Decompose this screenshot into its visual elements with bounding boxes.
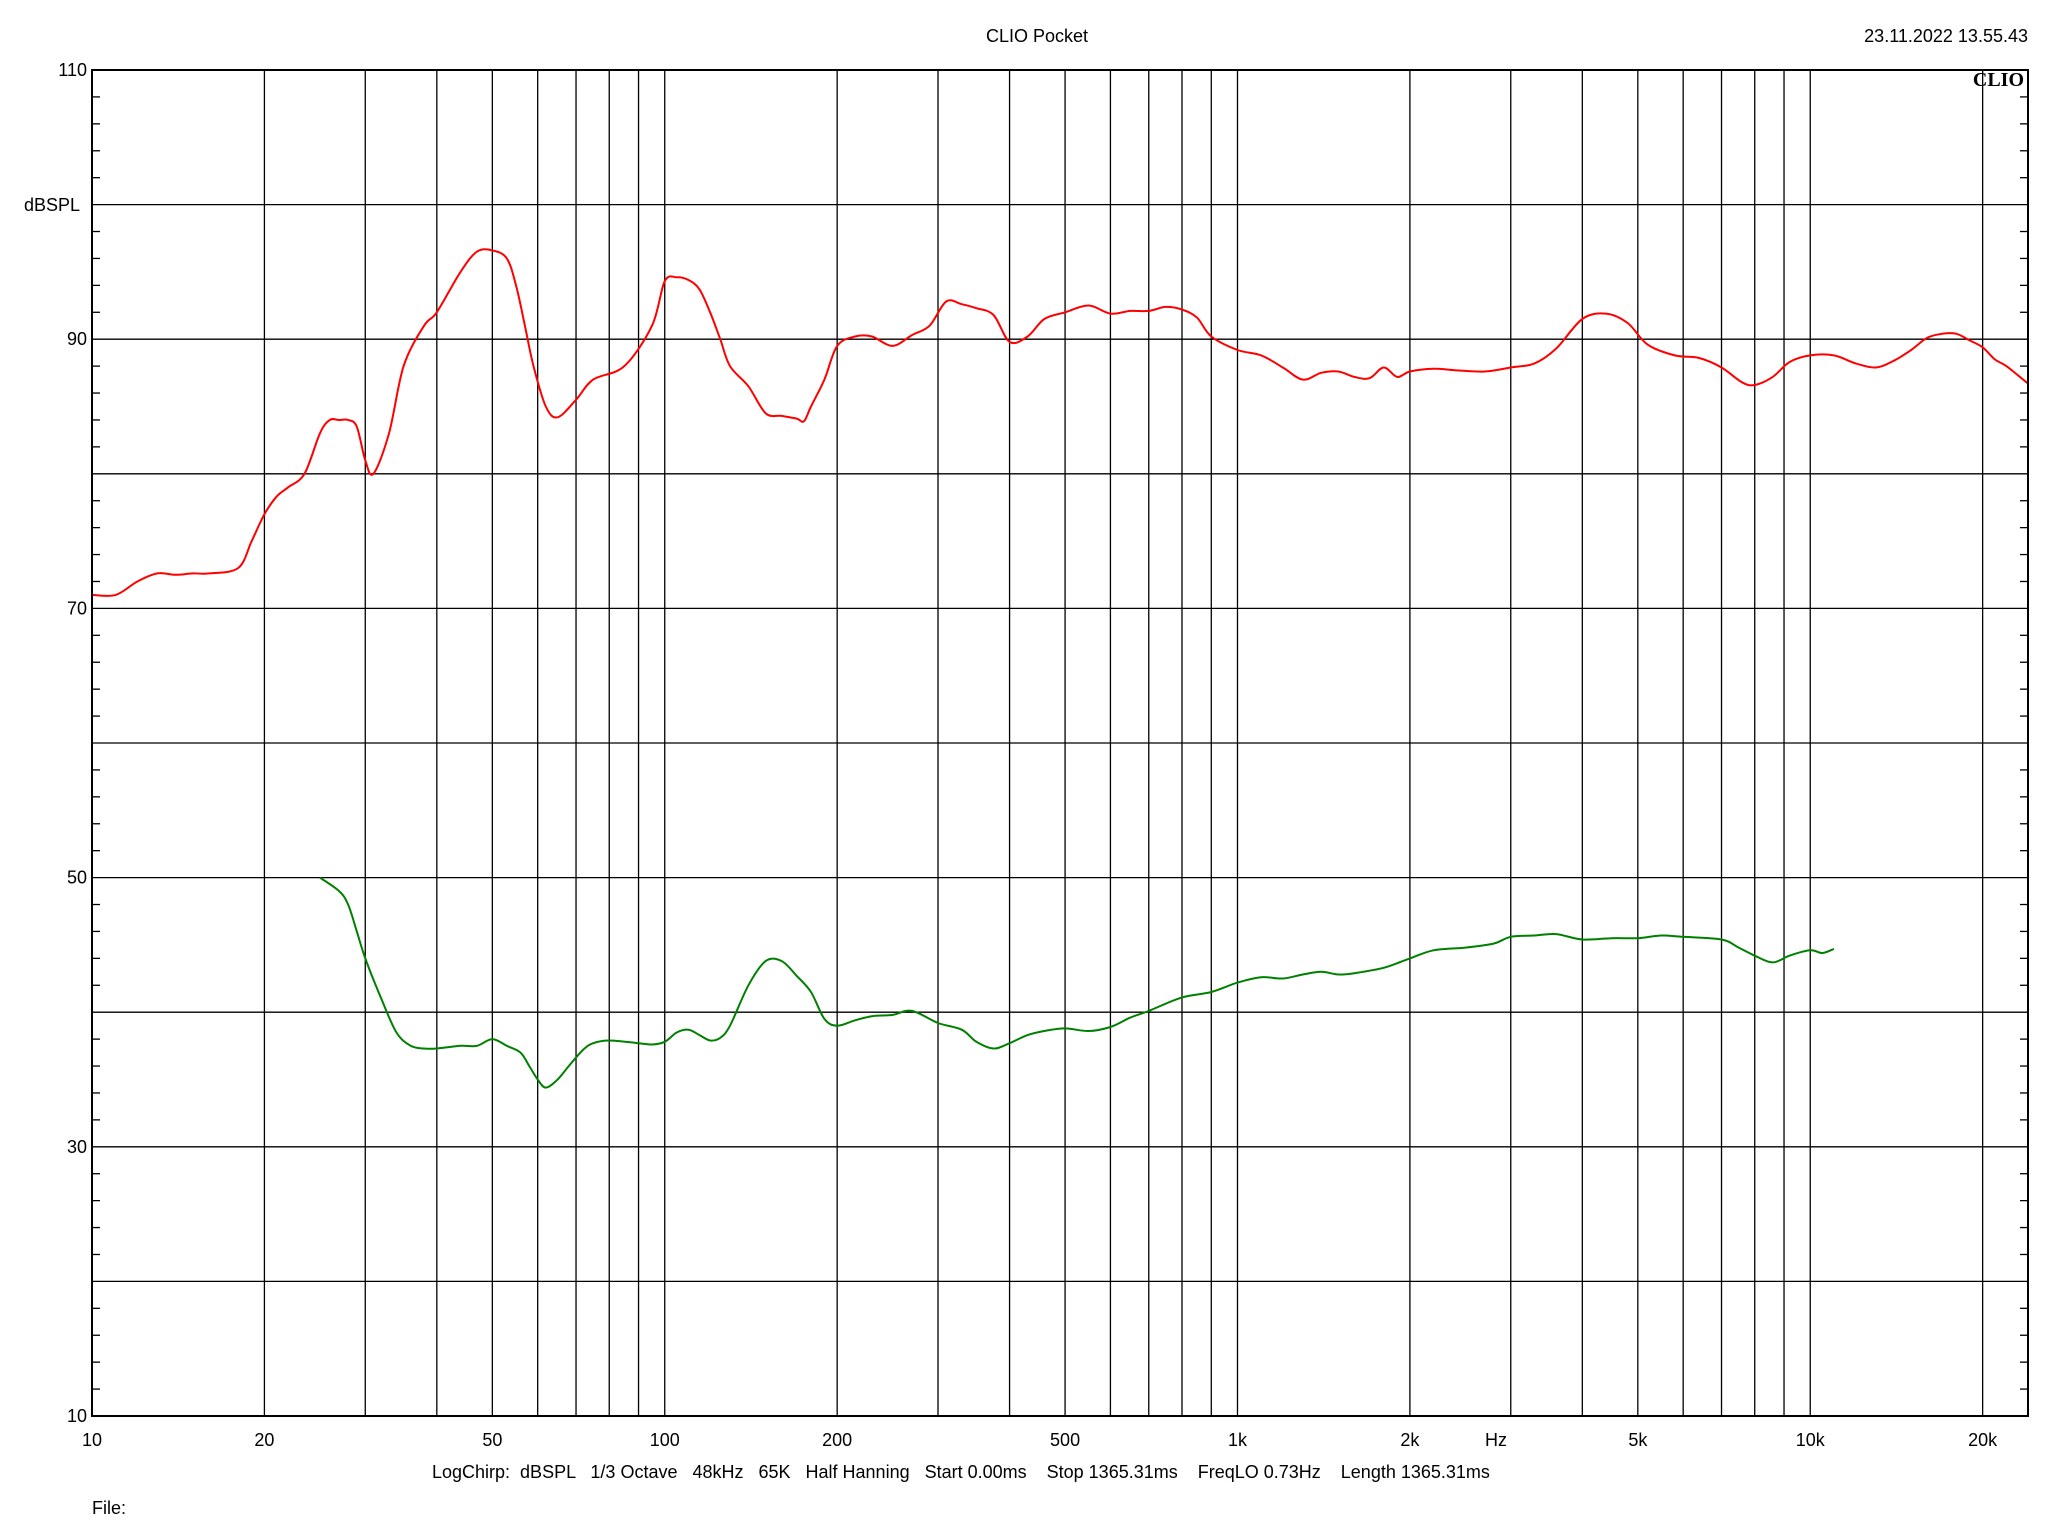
x-tick-label: 10k [1796,1430,1826,1450]
x-tick-label: 200 [822,1430,852,1450]
file-label: File: [92,1498,127,1518]
y-tick-label: 70 [67,598,87,618]
y-axis-label: dBSPL [24,195,80,215]
x-tick-label: 500 [1050,1430,1080,1450]
horizontal-gridlines [92,203,2028,1283]
series-layer [91,248,2029,1089]
y-tick-label: 10 [67,1406,87,1426]
y-tick-label: 90 [67,329,87,349]
red-response-curve [91,248,2029,597]
green-response-curve [319,876,1835,1089]
plot-frame [91,69,2029,1417]
y-tick-label: 50 [67,868,87,888]
y-tick-label: 110 [58,60,87,80]
x-tick-label: 1k [1228,1430,1248,1450]
x-tick-label: 20k [1968,1430,1998,1450]
clio-brand-logo: CLIO [1973,69,2024,91]
y-axis-tick-labels: 10 30 50 70 90 110 [58,60,87,1426]
y-tick-label: 30 [67,1137,87,1157]
x-tick-label: 5k [1628,1430,1648,1450]
x-axis-unit-label: Hz [1485,1430,1507,1450]
timestamp: 23.11.2022 13.55.43 [1864,26,2028,46]
x-tick-label: 2k [1400,1430,1420,1450]
x-tick-label: 100 [650,1430,680,1450]
x-tick-label: 20 [254,1430,274,1450]
x-axis-tick-labels: 10 20 50 100 200 500 1k 2k 5k 10k 20k [82,1430,1998,1450]
measurement-settings: LogChirp: dBSPL 1/3 Octave 48kHz 65K Hal… [432,1462,1490,1482]
x-tick-label: 10 [82,1430,102,1450]
x-tick-label: 50 [482,1430,502,1450]
chart-title: CLIO Pocket [986,26,1088,46]
right-axis-minor-ticks [92,96,2028,1390]
